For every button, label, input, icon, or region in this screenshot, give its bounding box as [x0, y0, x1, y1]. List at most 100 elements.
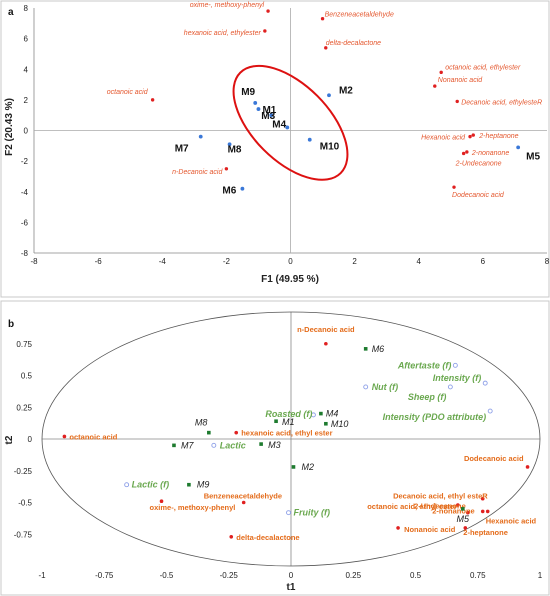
- chart-a-points: oxime-, methoxy-phenyl hexanoic acid, eth…: [107, 2, 542, 199]
- b-var-label-oxime-methoxy-phenyl: oxime-, methoxy-phenyl: [150, 503, 236, 512]
- b-sample-point-m7: [172, 443, 176, 448]
- chart-b: b -1 -0.75 -0.5 -0.25 0 0.25 0.5 0.75 1 -0.75 -0.5…: [0, 300, 550, 596]
- a-point-dodecanoic-acid: [452, 185, 456, 189]
- a-label-hexanoic-acid-ethylester: hexanoic acid, ethylester: [184, 30, 262, 37]
- b-var-label-2-undecanone: 2-Undecanone: [414, 502, 466, 511]
- chart-b-xtick-label: 0.5: [410, 571, 422, 580]
- chart-b-panel-letter: b: [8, 319, 14, 330]
- chart-b-ytick-label: -0.25: [14, 467, 33, 476]
- a-label-nonanoic-acid: Nonanoic acid: [438, 77, 483, 84]
- a-label-m2: M2: [339, 85, 353, 96]
- b-var-point-oxime-methoxy-phenyl: [159, 499, 164, 504]
- chart-a-frame: [0, 0, 550, 298]
- b-sample-point-m3: [259, 442, 263, 446]
- a-label-m1: M1: [262, 105, 276, 116]
- chart-b-xtick-label: 0.25: [345, 571, 361, 580]
- chart-a-ytick-label: 2: [24, 96, 29, 105]
- chart-b-xtick-label: 1: [538, 571, 543, 580]
- b-var-label-octanoic-acid-ethyl-ester: octanoic acid, ethyl ester: [367, 502, 457, 511]
- a-point-2-heptanone: [471, 133, 475, 137]
- chart-a-ytick-label: 8: [24, 4, 29, 13]
- b-sample-label-m8: M8: [195, 418, 208, 428]
- chart-b-axes: [42, 312, 540, 566]
- chart-a-xtick-label: 4: [417, 257, 422, 266]
- chart-a-ytick-label: 4: [24, 65, 29, 74]
- chart-b-points: n-Decanoic acid octanoic acid hexanoic aci…: [62, 325, 537, 542]
- b-attr-point-roasted-f: [310, 412, 316, 418]
- b-sample-label-m5: M5: [457, 514, 470, 524]
- a-point-octanoic-acid: [150, 98, 155, 102]
- b-attr-label-intensity-pdo-attribute: Intensity (PDO attribute): [383, 412, 487, 422]
- b-var-label-decanoic-acid-ethyl-ester: Decanoic acid, ethyl esteR: [393, 492, 488, 501]
- b-sample-label-m3: M3: [268, 440, 281, 450]
- b-var-label-octanoic-acid: octanoic acid: [69, 432, 117, 441]
- a-point-oxime-methoxy-phenyl: [266, 9, 270, 13]
- b-var-point-2-nonanone: [480, 509, 485, 514]
- b-var-point-nonanoic-acid: [396, 526, 400, 530]
- chart-b-xtick-label: -1: [38, 571, 46, 580]
- a-point-m5: [516, 145, 521, 150]
- chart-a-xtick-label: 2: [352, 257, 357, 266]
- b-sample-point-m10: [324, 421, 328, 426]
- a-label-benzeneacetaldehyde: Benzeneacetaldehyde: [325, 12, 394, 19]
- chart-a-ylabel: F2 (20.43 %): [4, 98, 15, 156]
- a-label-decanoic-acid-ethylester: Decanoic acid, ethylesteR: [461, 99, 542, 106]
- b-var-point-octanoic-acid: [62, 434, 67, 439]
- highlight-ellipse: [232, 64, 349, 181]
- a-label-m7: M7: [175, 144, 189, 155]
- b-sample-label-m9: M9: [197, 480, 210, 490]
- chart-a-ytick-label: 6: [24, 35, 29, 44]
- a-point-m6: [240, 186, 245, 191]
- b-attr-point-lactic: [211, 442, 217, 448]
- a-label-m8: M8: [228, 144, 242, 155]
- a-label-delta-decalactone: delta-decalactone: [326, 40, 381, 47]
- b-sample-point-m9: [187, 482, 191, 487]
- b-sample-label-m2: M2: [301, 462, 314, 472]
- chart-a-xtick-label: 6: [481, 257, 486, 266]
- b-var-point-hexanoic-acid: [485, 509, 490, 514]
- chart-b-xtick-label: -0.5: [160, 571, 174, 580]
- b-sample-point-m2: [291, 465, 296, 469]
- b-var-label-dodecanoic-acid: Dodecanoic acid: [464, 454, 524, 463]
- a-label-m10: M10: [320, 142, 340, 153]
- a-point-octanoic-acid-ethylester: [439, 70, 443, 75]
- chart-b-frame: [0, 300, 550, 596]
- a-label-m3: M3: [261, 111, 275, 122]
- chart-a-xtick-label: 0: [288, 257, 293, 266]
- b-var-label-benzeneacetaldehyde: Benzeneacetaldehyde: [204, 492, 282, 501]
- b-sample-label-m1: M1: [282, 417, 295, 427]
- a-point-benzeneacetaldehyde: [320, 17, 325, 21]
- chart-b-ytick-label: 0.75: [16, 340, 32, 349]
- b-sample-point-m8: [207, 430, 211, 435]
- b-attr-point-sheep-f: [447, 384, 453, 390]
- chart-b-ytick-label: 0.5: [21, 372, 33, 381]
- a-label-2-nonanone: 2-nonanone: [471, 150, 509, 157]
- b-attr-label-nut-f: Nut (f): [372, 382, 399, 392]
- b-var-point-dodecanoic-acid: [525, 465, 530, 469]
- b-attr-label-intensity-f: Intensity (f): [433, 373, 482, 383]
- b-sample-point-m6: [363, 347, 368, 351]
- a-label-2-undecanone: 2-Undecanone: [455, 160, 502, 167]
- a-label-n-decanoic-acid: n-Decanoic acid: [172, 169, 223, 176]
- a-label-m6: M6: [222, 186, 236, 197]
- a-label-oxime-methoxy-phenyl: oxime-, methoxy-phenyl: [190, 2, 265, 9]
- chart-b-ytick-label: 0.25: [16, 403, 32, 412]
- b-attr-point-lactic-f: [124, 482, 130, 488]
- correlation-circle: [41, 311, 541, 567]
- b-attr-point-fruity-f: [286, 510, 291, 516]
- a-point-m2: [327, 93, 331, 98]
- a-label-2-heptanone: 2-heptanone: [478, 133, 518, 140]
- a-label-m9: M9: [241, 87, 255, 98]
- b-var-label-hexanoic-acid-ethyl-ester: hexanoic acid, ethyl ester: [241, 429, 332, 438]
- a-label-dodecanoic-acid: Dodecanoic acid: [452, 192, 505, 199]
- b-sample-point-m5: [461, 507, 465, 511]
- chart-a-ytick-label: -8: [21, 249, 29, 258]
- a-point-2-nonanone: [465, 150, 469, 154]
- chart-a-axes: [33, 8, 547, 254]
- b-sample-label-m7: M7: [181, 440, 194, 450]
- b-attr-label-lactic-f: Lactic (f): [132, 480, 170, 490]
- chart-a-panel-letter: a: [8, 7, 14, 18]
- b-var-point-decanoic-acid-ethyl-ester: [480, 496, 485, 501]
- b-attr-point-intensity-pdo-attribute: [487, 408, 493, 414]
- a-label-m5: M5: [526, 151, 540, 162]
